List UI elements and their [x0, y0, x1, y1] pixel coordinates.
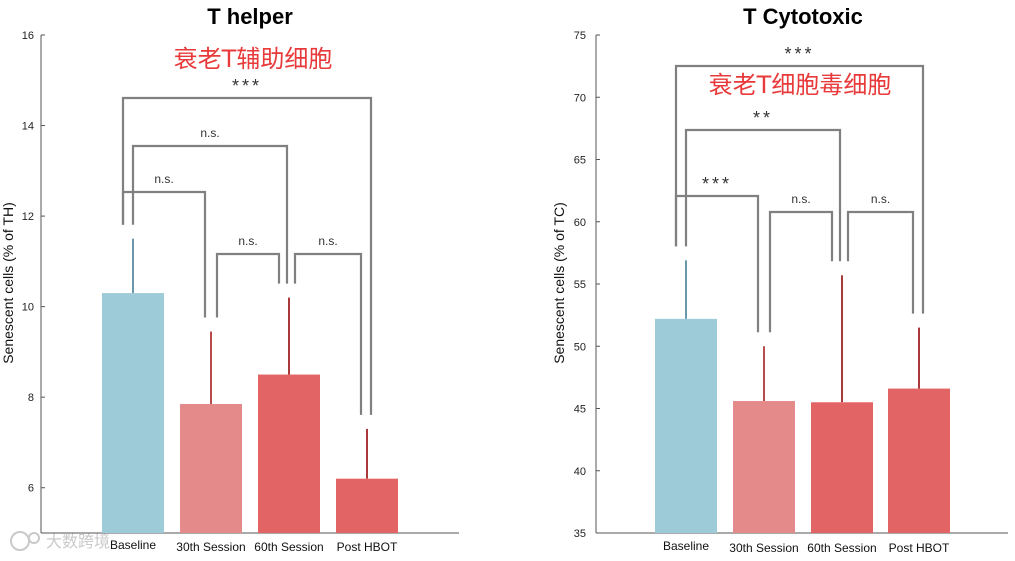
watermark: 大数跨境 — [10, 531, 110, 551]
y-tick-label: 50 — [574, 341, 586, 353]
bars-t-helper — [102, 293, 398, 533]
significance-label: n.s. — [318, 234, 337, 248]
y-tick-label: 6 — [28, 483, 34, 495]
x-category-label: Baseline — [110, 538, 156, 552]
error-bars-t-cytotoxic — [685, 260, 920, 403]
bar-30th-session — [733, 401, 795, 533]
x-category-label: 60th Session — [807, 541, 876, 555]
x-category-labels-t-helper: Baseline 30th Session 60th Session Post HBO… — [110, 538, 398, 554]
y-axis-label-t-cytotoxic: Senescent cells (% of TC) — [551, 202, 567, 364]
y-tick-label: 55 — [574, 279, 586, 291]
y-tick-label: 12 — [22, 211, 34, 223]
significance-label: *** — [784, 44, 814, 64]
bar-baseline — [102, 293, 164, 533]
watermark-logo-icon — [10, 531, 40, 551]
significance-bracket — [121, 96, 373, 415]
chart-t-cytotoxic: T Cytotoxic 衰老T细胞毒细胞 Senescent cells (% … — [551, 4, 1008, 555]
significance-bracket — [846, 210, 915, 314]
chart-title-t-helper: T helper — [207, 4, 293, 29]
significance-bracket — [768, 210, 834, 333]
x-category-label: Baseline — [663, 539, 709, 553]
y-tick-label: 14 — [22, 121, 34, 133]
chart-title-t-cytotoxic: T Cytotoxic — [743, 4, 863, 29]
x-category-labels-t-cytotoxic: Baseline 30th Session 60th Session Post HBO… — [663, 539, 950, 555]
chinese-annotation-t-helper: 衰老T辅助细胞 — [174, 45, 333, 73]
significance-bracket — [131, 144, 289, 284]
y-tick-label: 45 — [574, 404, 586, 416]
bar-60th-session — [258, 374, 320, 533]
bar-post-hbot — [888, 388, 950, 533]
y-ticks-t-helper: 6 8 10 12 14 16 — [22, 30, 45, 495]
significance-label: *** — [232, 76, 262, 96]
y-tick-label: 8 — [28, 392, 34, 404]
bar-post-hbot — [336, 478, 398, 533]
x-category-label: 60th Session — [254, 540, 323, 554]
error-bars-t-helper — [132, 238, 368, 479]
y-ticks-t-cytotoxic: 35 40 45 50 55 60 65 70 75 — [574, 30, 600, 540]
significance-label: *** — [702, 174, 732, 194]
significance-bracket — [215, 252, 281, 318]
significance-label: n.s. — [200, 126, 219, 140]
significance-bracket — [293, 252, 363, 415]
significance-label: n.s. — [791, 192, 810, 206]
y-tick-label: 60 — [574, 217, 586, 229]
y-tick-label: 10 — [22, 302, 34, 314]
significance-label: ** — [753, 108, 773, 128]
y-axis-label-t-helper: Senescent cells (% of TH) — [0, 202, 16, 364]
significance-brackets-t-helper: n.s. n.s. n.s. n.s. *** — [121, 76, 373, 415]
significance-brackets-t-cytotoxic: ***n.s. n.s.***** — [674, 44, 925, 333]
significance-label: n.s. — [238, 234, 257, 248]
significance-label: n.s. — [154, 172, 173, 186]
x-category-label: 30th Session — [176, 540, 245, 554]
significance-bracket — [674, 64, 925, 314]
bar-60th-session — [811, 402, 873, 533]
y-tick-label: 35 — [574, 528, 586, 540]
significance-label: n.s. — [871, 192, 890, 206]
significance-bracket — [684, 128, 842, 262]
bar-30th-session — [180, 403, 242, 533]
bar-baseline — [655, 318, 717, 533]
y-tick-label: 70 — [574, 92, 586, 104]
y-tick-label: 75 — [574, 30, 586, 42]
y-tick-label: 16 — [22, 30, 34, 42]
chart-t-helper: T helper 衰老T辅助细胞 Senescent cells (% of T… — [0, 4, 459, 554]
significance-bracket — [674, 194, 760, 333]
y-tick-label: 65 — [574, 155, 586, 167]
watermark-text: 大数跨境 — [46, 532, 110, 551]
x-category-label: Post HBOT — [337, 540, 398, 554]
x-category-label: Post HBOT — [889, 541, 950, 555]
chinese-annotation-t-cytotoxic: 衰老T细胞毒细胞 — [709, 71, 892, 99]
y-tick-label: 40 — [574, 466, 586, 478]
bars-t-cytotoxic — [655, 318, 950, 533]
x-category-label: 30th Session — [729, 541, 798, 555]
